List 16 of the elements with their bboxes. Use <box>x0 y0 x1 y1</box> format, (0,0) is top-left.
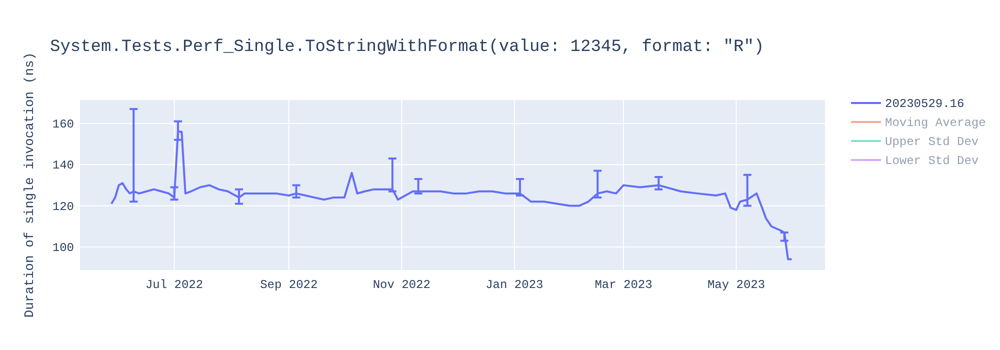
x-tick-label: Mar 2023 <box>594 278 652 292</box>
y-tick-label: 100 <box>52 240 74 255</box>
x-tick-label: Nov 2022 <box>372 278 430 292</box>
legend-label: 20230529.16 <box>885 97 964 111</box>
legend-label: Moving Average <box>885 116 986 130</box>
x-tick-label: May 2023 <box>707 278 766 292</box>
y-tick-label: 120 <box>52 200 74 214</box>
legend-label: Lower Std Dev <box>885 154 979 168</box>
y-axis-title: Duration of single invocation (ns) <box>22 52 37 318</box>
x-tick-label: Sep 2022 <box>260 278 318 292</box>
chart-title: System.Tests.Perf_Single.ToStringWithFormat(value: 12345, format: "R") <box>50 38 764 57</box>
y-tick-label: 160 <box>52 117 74 132</box>
y-tick-label: 140 <box>52 158 74 173</box>
x-tick-label: Jul 2022 <box>145 278 204 292</box>
x-tick-label: Jan 2023 <box>486 278 544 292</box>
legend-label: Upper Std Dev <box>885 135 979 149</box>
